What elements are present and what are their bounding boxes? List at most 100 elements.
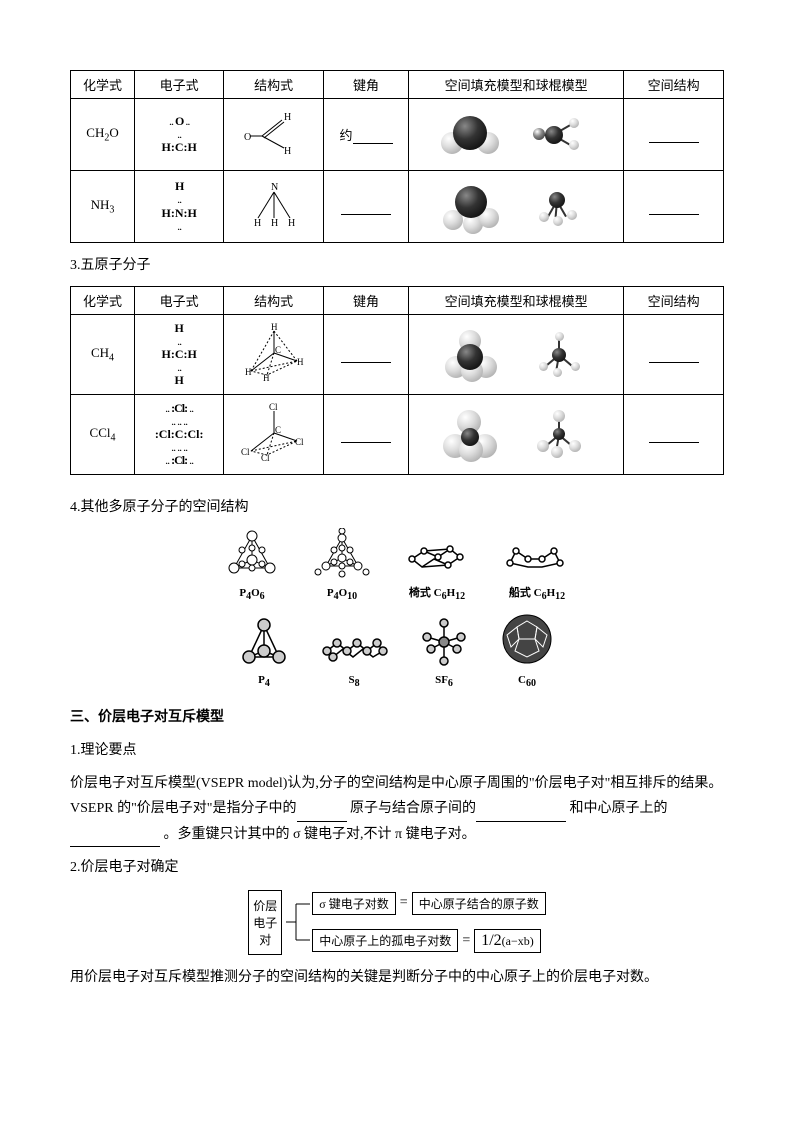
spacefill-icon <box>441 182 501 232</box>
ballstick-icon <box>531 110 591 160</box>
struct-ccl4-icon: Cl Cl Cl Cl C <box>239 403 309 463</box>
cell-formula: CH2O <box>71 99 135 171</box>
cell-geom <box>624 315 724 395</box>
th: 空间填充模型和球棍模型 <box>409 71 624 99</box>
box: 1/2(a−xb) <box>474 929 541 953</box>
th: 化学式 <box>71 71 135 99</box>
th: 电子式 <box>135 287 224 315</box>
th: 电子式 <box>135 71 224 99</box>
blank-field[interactable] <box>70 832 160 847</box>
cell-formula: CCl4 <box>71 395 135 475</box>
svg-text:O: O <box>244 132 251 143</box>
section-4-title: 4.其他多原子分子的空间结构 <box>70 495 724 520</box>
struct-ch2o-icon: H H O <box>244 108 304 158</box>
th: 化学式 <box>71 287 135 315</box>
struct-nh3-icon: N H H H <box>244 180 304 230</box>
svg-text:H: H <box>254 218 261 229</box>
cell-model <box>409 99 624 171</box>
cell-geom <box>624 171 724 243</box>
section-3-title: 3.五原子分子 <box>70 253 724 278</box>
svg-text:H: H <box>297 357 304 367</box>
section-iii-title: 三、价层电子对互斥模型 <box>70 705 724 730</box>
blank-field[interactable] <box>353 129 393 144</box>
ballstick-icon <box>531 182 591 232</box>
cell-struct: N H H H <box>224 171 324 243</box>
blank-field[interactable] <box>341 428 391 443</box>
th: 结构式 <box>224 287 324 315</box>
cell-formula: NH3 <box>71 171 135 243</box>
svg-text:H: H <box>284 146 291 157</box>
mol-chair: 椅式 C6H12 <box>402 531 472 602</box>
svg-text:Cl: Cl <box>261 453 270 463</box>
table-triatomic: 化学式 电子式 结构式 键角 空间填充模型和球棍模型 空间结构 CH2O .. … <box>70 70 724 243</box>
svg-text:C: C <box>275 345 281 355</box>
svg-text:Cl: Cl <box>241 447 250 457</box>
box: 中心原子结合的原子数 <box>412 892 546 915</box>
blank-field[interactable] <box>341 200 391 215</box>
mol-boat: 船式 C6H12 <box>502 531 572 602</box>
molecule-gallery: P4O6 P4O10 椅式 C6H12 <box>70 528 724 688</box>
table-row: 化学式 电子式 结构式 键角 空间填充模型和球棍模型 空间结构 <box>71 71 724 99</box>
svg-text:H: H <box>245 367 252 377</box>
spacefill-icon <box>441 330 501 380</box>
blank-field[interactable] <box>649 348 699 363</box>
cell-lewis: H..H:C:H..H <box>135 315 224 395</box>
mol-sf6: SF6 <box>419 617 469 689</box>
svg-text:H: H <box>271 323 278 332</box>
table-row: CCl4 .. :Cl: .... .. ..:Cl:C:Cl:.. .. ..… <box>71 395 724 475</box>
th: 结构式 <box>224 71 324 99</box>
struct-ch4-icon: H H H H C <box>239 323 309 383</box>
th: 空间填充模型和球棍模型 <box>409 287 624 315</box>
cell-lewis: .. :Cl: .... .. ..:Cl:C:Cl:.. .. .... :C… <box>135 395 224 475</box>
svg-text:N: N <box>271 182 278 193</box>
p1-title: 1.理论要点 <box>70 738 724 763</box>
cell-lewis: H..H:N:H.. <box>135 171 224 243</box>
mol-p4: P4 <box>239 617 289 689</box>
svg-text:Cl: Cl <box>269 403 278 412</box>
th: 键角 <box>324 287 409 315</box>
p2-title: 2.价层电子对确定 <box>70 855 724 880</box>
svg-text:Cl: Cl <box>295 437 304 447</box>
blank-field[interactable] <box>476 807 566 822</box>
cell-geom <box>624 99 724 171</box>
blank-field[interactable] <box>649 428 699 443</box>
mol-p4o10: P4O10 <box>312 528 372 602</box>
spacefill-icon <box>441 110 501 160</box>
blank-field[interactable] <box>649 128 699 143</box>
blank-field[interactable] <box>649 200 699 215</box>
vsepr-formula-diagram: 价层 电子 对 σ 键电子对数 = 中心原子结合的原子数 中心原子上的孤电子对数… <box>70 890 724 955</box>
th: 空间结构 <box>624 287 724 315</box>
cell-angle <box>324 171 409 243</box>
svg-text:H: H <box>263 373 270 383</box>
box: σ 键电子对数 <box>312 892 395 915</box>
ballstick-icon <box>531 410 591 460</box>
blank-field[interactable] <box>297 807 347 822</box>
table-row: CH2O .. O ....H:C:H H H O 约 <box>71 99 724 171</box>
cell-model <box>409 171 624 243</box>
spacefill-icon <box>441 410 501 460</box>
cell-struct: H H O <box>224 99 324 171</box>
box: 中心原子上的孤电子对数 <box>312 929 458 952</box>
cell-model <box>409 395 624 475</box>
cell-struct: Cl Cl Cl Cl C <box>224 395 324 475</box>
blank-field[interactable] <box>341 348 391 363</box>
cell-lewis: .. O ....H:C:H <box>135 99 224 171</box>
cell-geom <box>624 395 724 475</box>
cell-model <box>409 315 624 395</box>
mol-s8: S8 <box>319 627 389 689</box>
diagram-left: 价层 电子 对 <box>248 890 282 955</box>
th: 键角 <box>324 71 409 99</box>
svg-text:H: H <box>284 112 291 123</box>
table-row: NH3 H..H:N:H.. N H H H <box>71 171 724 243</box>
bracket-icon <box>282 892 312 952</box>
p2-body: 用价层电子对互斥模型推测分子的空间结构的关键是判断分子中的中心原子上的价层电子对… <box>70 965 724 990</box>
th: 空间结构 <box>624 71 724 99</box>
mol-p4o6: P4O6 <box>222 528 282 602</box>
svg-text:C: C <box>275 425 281 435</box>
table-row: CH4 H..H:C:H..H H H H H C <box>71 315 724 395</box>
table-pentatomic: 化学式 电子式 结构式 键角 空间填充模型和球棍模型 空间结构 CH4 H..H… <box>70 286 724 475</box>
cell-formula: CH4 <box>71 315 135 395</box>
cell-angle <box>324 315 409 395</box>
svg-text:H: H <box>271 218 278 229</box>
ballstick-icon <box>531 330 591 380</box>
